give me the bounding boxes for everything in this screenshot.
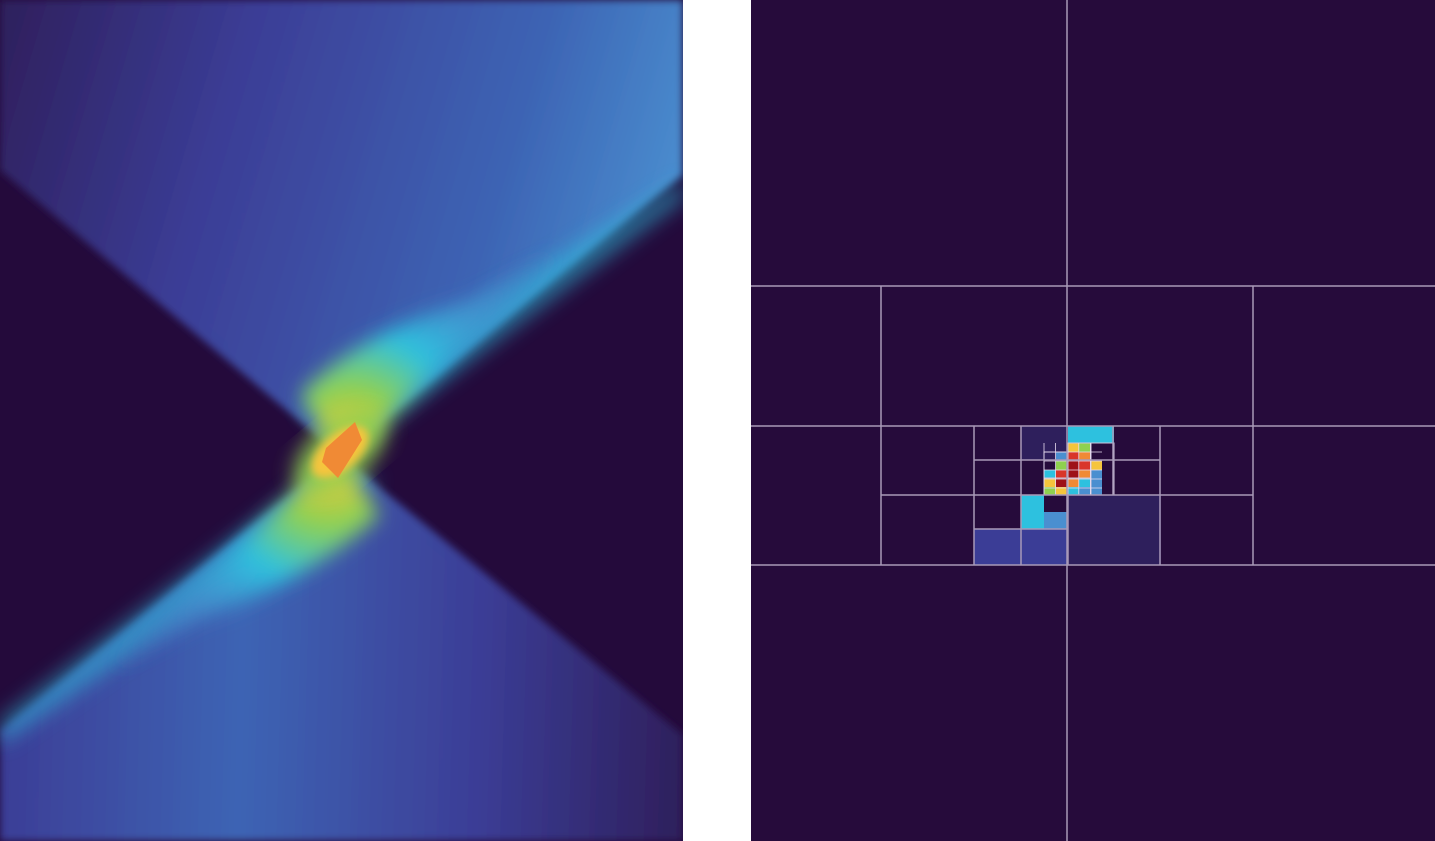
grid-cell	[1068, 452, 1079, 461]
grid-cell	[1079, 452, 1091, 461]
upper-core-lobe	[300, 250, 560, 455]
grid-cell	[1056, 470, 1068, 478]
grid-cell	[1021, 512, 1044, 529]
grid-cell	[1068, 478, 1079, 487]
lower-core-lobe	[110, 455, 380, 670]
grid-cell	[1044, 478, 1056, 487]
grid-cell	[1079, 443, 1091, 452]
core-peak	[322, 422, 362, 478]
grid-background	[751, 0, 1435, 841]
grid-cell	[1021, 529, 1068, 565]
grid-cell	[1068, 461, 1079, 470]
grid-cell	[1091, 426, 1114, 443]
adaptive-grid-plot	[751, 0, 1435, 841]
grid-cell	[1079, 470, 1091, 478]
continuous-field-panel	[0, 0, 683, 841]
grid-cell	[1056, 452, 1068, 461]
grid-cell	[1044, 470, 1056, 479]
grid-cell	[1056, 487, 1068, 495]
grid-cell	[1068, 495, 1161, 565]
adaptive-grid-panel	[751, 0, 1435, 841]
grid-cell	[1021, 495, 1044, 512]
grid-cell	[1044, 512, 1068, 529]
grid-cell	[974, 529, 1021, 565]
lower-cone	[0, 455, 683, 841]
grid-cell	[1079, 478, 1091, 487]
grid-cell	[1056, 478, 1068, 487]
grid-cell	[1068, 487, 1079, 495]
grid-cell	[1079, 461, 1091, 470]
continuous-field-plot	[0, 0, 683, 841]
grid-cell	[1091, 478, 1102, 487]
grid-cell	[1044, 487, 1056, 495]
grid-cell	[1056, 461, 1068, 470]
grid-cell	[1068, 470, 1079, 478]
grid-cell	[1091, 487, 1102, 495]
grid-cell	[1068, 443, 1079, 452]
grid-cell	[1091, 470, 1102, 478]
grid-cell	[1079, 487, 1091, 495]
grid-cell	[1091, 461, 1102, 470]
grid-cell	[1068, 426, 1091, 443]
upper-cone	[0, 0, 683, 455]
